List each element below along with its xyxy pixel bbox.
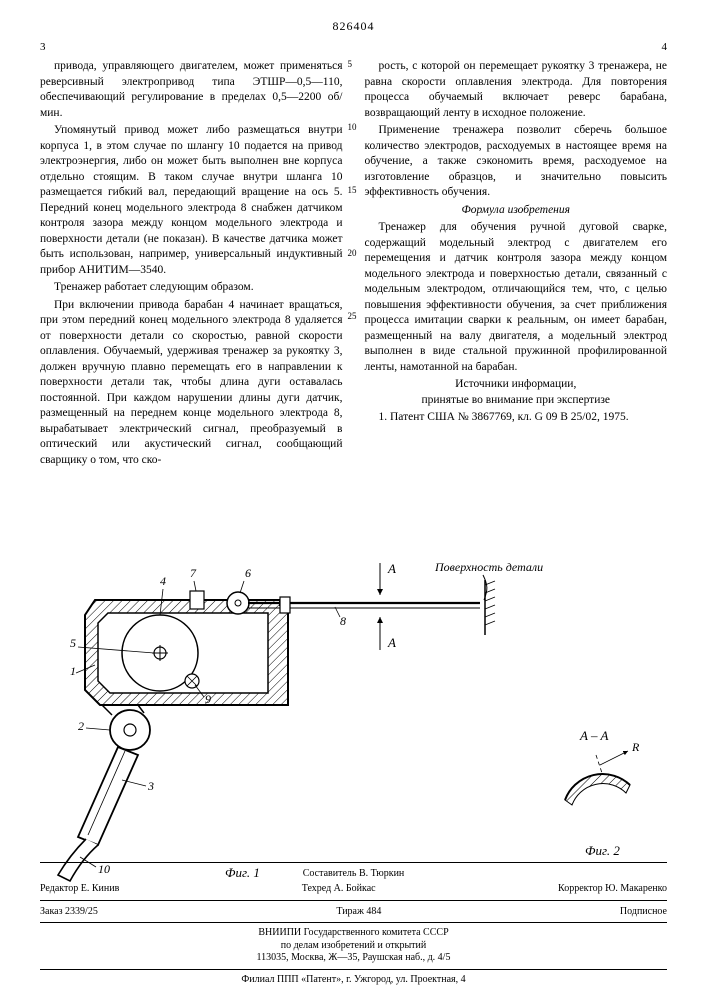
para: рость, с которой он перемещает рукоятку …	[365, 59, 668, 121]
para: привода, управляющего двигателем, может …	[40, 59, 343, 121]
section-label-a: A	[387, 561, 396, 576]
references-heading: Источники информации, принятые во вниман…	[365, 377, 668, 408]
surface-label: Поверхность детали	[434, 560, 543, 574]
svg-text:9: 9	[205, 692, 211, 706]
line-number-marks: 5 10 15 20 25	[348, 60, 357, 375]
reference-item: 1. Патент США № 3867769, кл. G 09 B 25/0…	[365, 410, 668, 426]
document-number: 826404	[40, 18, 667, 34]
svg-text:3: 3	[147, 779, 154, 793]
section-label-a: A	[387, 635, 396, 650]
svg-text:2: 2	[78, 719, 84, 733]
para: При включении привода барабан 4 начинает…	[40, 298, 343, 469]
para: Применение тренажера позволит сберечь бо…	[365, 123, 668, 201]
svg-text:5: 5	[70, 636, 76, 650]
svg-text:6: 6	[245, 566, 251, 580]
page-number-left: 3	[40, 40, 46, 55]
svg-text:1: 1	[70, 664, 76, 678]
claims-heading: Формула изобретения	[365, 203, 668, 219]
svg-text:4: 4	[160, 574, 166, 588]
svg-text:R: R	[631, 740, 640, 754]
svg-text:7: 7	[190, 566, 197, 580]
figure-diagram: A A Поверхность детали	[40, 555, 670, 895]
svg-text:8: 8	[340, 614, 346, 628]
imprint-footer: Составитель В. Тюркин Редактор Е. Кинив …	[40, 858, 667, 987]
fig2-caption: Фиг. 2	[585, 843, 620, 858]
section-aa-label: A – A	[579, 728, 608, 743]
para: Упомянутый привод может либо размещаться…	[40, 123, 343, 278]
page-number-right: 4	[662, 40, 668, 55]
claims-text: Тренажер для обучения ручной дуговой сва…	[365, 220, 668, 375]
para: Тренажер работает следующим oбразом.	[40, 280, 343, 296]
